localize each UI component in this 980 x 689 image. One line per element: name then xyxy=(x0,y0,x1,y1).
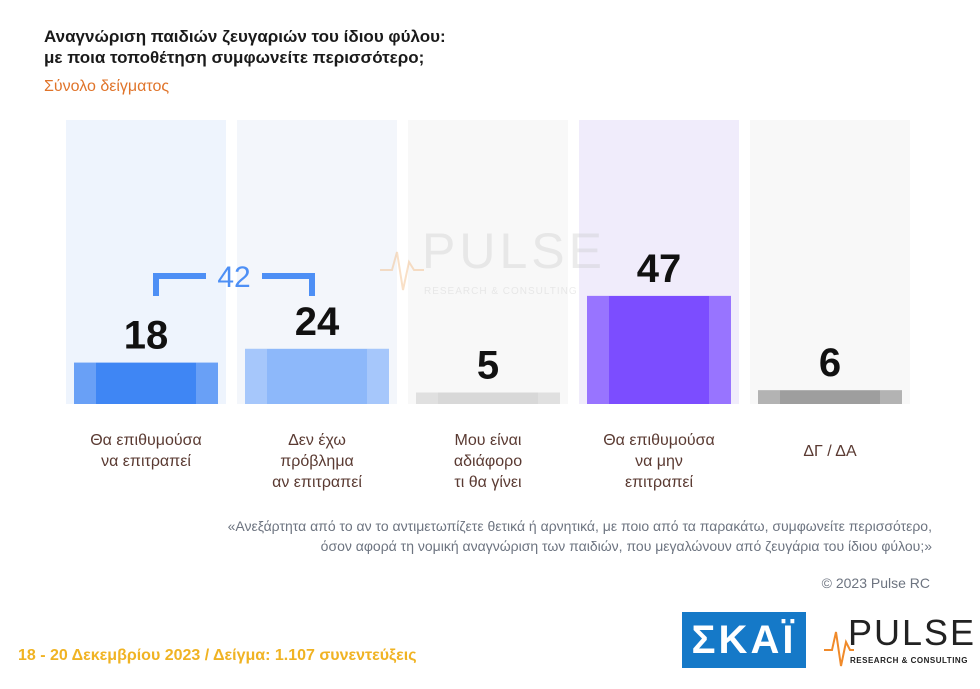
category-label-2-0: Μου είναι xyxy=(455,432,522,449)
labels: 18 Θα επιθυμούσα να επιτραπεί 24 Δεν έχω πρόβ… xyxy=(90,247,857,491)
value-label-1: 24 xyxy=(295,300,340,344)
category-label-3-0: Θα επιθυμούσα xyxy=(603,432,715,449)
bar-1 xyxy=(245,348,389,404)
column-bg-4 xyxy=(750,120,910,404)
bar-shade-right-1 xyxy=(367,348,389,404)
column-bg-0 xyxy=(66,120,226,404)
category-label-0-1: να επιτραπεί xyxy=(101,453,191,470)
category-label-0-0: Θα επιθυμούσα xyxy=(90,432,202,449)
pulse-logo-sub: RESEARCH & CONSULTING xyxy=(850,656,968,665)
skai-logo: ΣΚΑΪ xyxy=(682,612,806,668)
watermark-wave-icon xyxy=(380,251,424,291)
copyright: © 2023 Pulse RC xyxy=(821,575,930,591)
category-label-1-2: αν επιτραπεί xyxy=(272,474,362,491)
value-label-2: 5 xyxy=(477,344,499,388)
pulse-logo: PULSE RESEARCH & CONSULTING xyxy=(824,612,974,672)
pulse-logo-word: PULSE xyxy=(848,612,977,653)
survey-footer: 18 - 20 Δεκεμβρίου 2023 / Δείγμα: 1.107 … xyxy=(18,647,417,664)
bar-shade-left-0 xyxy=(74,362,96,404)
value-label-3: 47 xyxy=(637,247,682,291)
column-backgrounds xyxy=(66,120,910,404)
question-note: «Ανεξάρτητα από το αν το αντιμετωπίζετε … xyxy=(52,516,932,556)
bars xyxy=(74,295,902,404)
note-line-1: «Ανεξάρτητα από το αν το αντιμετωπίζετε … xyxy=(227,518,932,534)
bar-shade-left-3 xyxy=(587,295,609,404)
bar-shade-left-2 xyxy=(416,392,438,404)
bar-shade-right-0 xyxy=(196,362,218,404)
bar-shade-right-2 xyxy=(538,392,560,404)
bar-shade-right-4 xyxy=(880,390,902,404)
bar-shade-left-4 xyxy=(758,390,780,404)
value-label-4: 6 xyxy=(819,341,841,385)
column-bg-2 xyxy=(408,120,568,404)
chart-subtitle: Σύνολο δείγματος xyxy=(44,78,170,95)
title-line-2: με ποια τοποθέτηση συμφωνείτε περισσότερ… xyxy=(44,48,425,67)
category-label-1-0: Δεν έχω xyxy=(288,432,346,449)
category-label-3-1: να μην xyxy=(635,453,683,470)
bracket-label: 42 xyxy=(217,261,250,294)
watermark-word: PULSE xyxy=(422,223,606,279)
bar-4 xyxy=(758,390,902,404)
chart-title: Αναγνώριση παιδιών ζευγαριών του ίδιου φ… xyxy=(44,26,446,68)
category-label-2-1: αδιάφορο xyxy=(454,453,522,470)
bar-2 xyxy=(416,392,560,404)
category-label-4-0: ΔΓ / ΔΑ xyxy=(803,443,857,460)
bar-3 xyxy=(587,295,731,404)
pulse-wave-icon xyxy=(824,631,854,667)
category-label-1-1: πρόβλημα xyxy=(280,453,354,470)
value-label-0: 18 xyxy=(124,314,169,358)
title-line-1: Αναγνώριση παιδιών ζευγαριών του ίδιου φ… xyxy=(44,27,446,46)
watermark-sub: RESEARCH & CONSULTING xyxy=(424,286,578,297)
bar-0 xyxy=(74,362,218,404)
pulse-watermark: PULSE RESEARCH & CONSULTING xyxy=(380,223,606,297)
bar-chart: PULSE RESEARCH & CONSULTING 42 18 Θα επιθ… xyxy=(66,120,910,491)
sum-bracket: 42 xyxy=(153,261,315,296)
bar-shade-right-3 xyxy=(709,295,731,404)
note-line-2: όσον αφορά τη νομική αναγνώριση των παιδ… xyxy=(320,538,932,554)
bar-shade-left-1 xyxy=(245,348,267,404)
category-label-3-2: επιτραπεί xyxy=(625,474,694,491)
category-label-2-2: τι θα γίνει xyxy=(454,474,522,491)
